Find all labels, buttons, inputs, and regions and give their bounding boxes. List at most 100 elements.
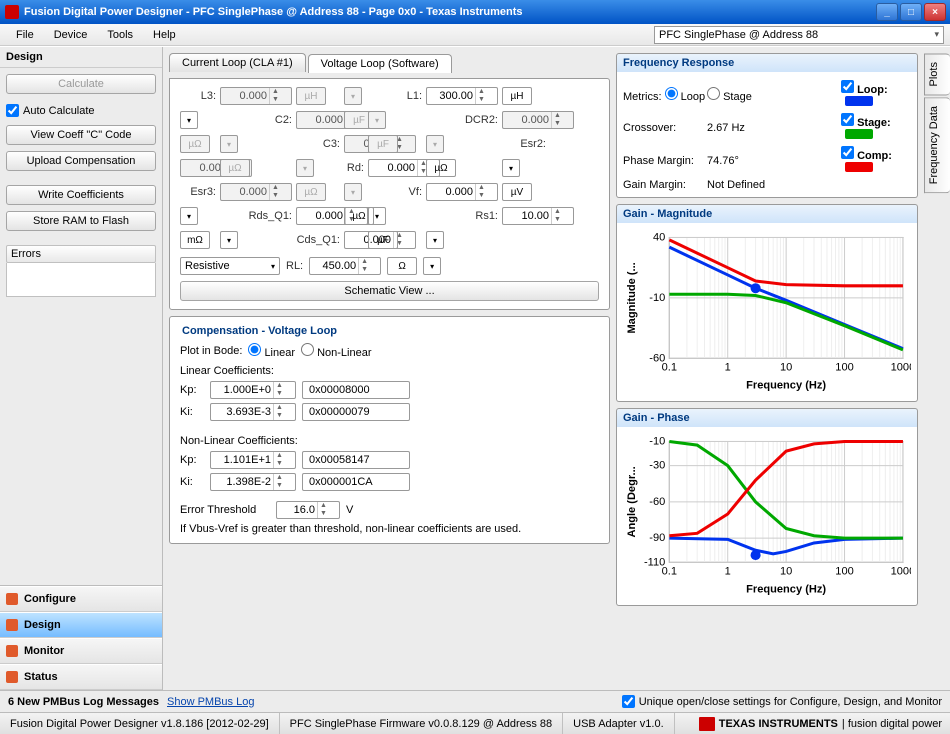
svg-text:-60: -60 [649, 496, 665, 508]
menu-bar: File Device Tools Help PFC SinglePhase @… [0, 24, 950, 46]
maximize-button[interactable]: □ [900, 3, 922, 21]
svg-text:10: 10 [780, 361, 792, 373]
status-bar: Fusion Digital Power Designer v1.8.186 [… [0, 712, 950, 734]
comp-chk[interactable]: Comp: [841, 150, 892, 162]
crossover-value: 2.67 Hz [707, 122, 841, 134]
schematic-view-button[interactable]: Schematic View ... [180, 281, 599, 301]
help-menu[interactable]: Help [143, 27, 186, 43]
write-coefficients-button[interactable]: Write Coefficients [6, 185, 156, 205]
chevron-down-icon: ▾ [934, 29, 939, 40]
nav-monitor[interactable]: Monitor [0, 638, 162, 664]
unit-dropdown[interactable]: ▾ [220, 231, 238, 249]
kp-nonlinear-hex: 0x00058147 [302, 451, 410, 469]
param-value[interactable]: ▲▼ [426, 183, 498, 201]
close-button[interactable]: × [924, 3, 946, 21]
pmbus-msg-count: 6 New PMBus Log Messages [8, 696, 159, 708]
unit-dropdown[interactable]: ▾ [368, 207, 386, 225]
stage-metric-radio[interactable]: Stage [707, 91, 752, 103]
unit-dropdown[interactable]: ▾ [502, 159, 520, 177]
ti-logo: TEXAS INSTRUMENTS | fusion digital power [691, 717, 950, 731]
auto-calculate-label: Auto Calculate [23, 105, 95, 117]
address-combo[interactable]: PFC SinglePhase @ Address 88 ▾ [654, 26, 944, 44]
sidebar: Design Calculate Auto Calculate View Coe… [0, 47, 163, 690]
tab-voltage-loop[interactable]: Voltage Loop (Software) [308, 54, 452, 73]
auto-calculate-row[interactable]: Auto Calculate [6, 104, 156, 117]
nav-configure[interactable]: Configure [0, 586, 162, 612]
rl-input[interactable]: ▲▼ [309, 257, 381, 275]
tab-current-loop[interactable]: Current Loop (CLA #1) [169, 53, 306, 72]
auto-calculate-checkbox[interactable] [6, 104, 19, 117]
upload-compensation-button[interactable]: Upload Compensation [6, 151, 156, 171]
unit-box[interactable]: µΩ [426, 159, 456, 177]
ki-linear-input[interactable]: ▲▼ [210, 403, 296, 421]
nonlinear-radio[interactable]: Non-Linear [301, 343, 371, 359]
plots-vtab[interactable]: Plots [924, 53, 950, 95]
unit-box[interactable]: µF [368, 231, 398, 249]
vertical-tabs: Plots Frequency Data [924, 47, 950, 690]
param-value[interactable]: ▲▼ [426, 87, 498, 105]
rl-label: RL: [286, 260, 303, 272]
stage-chk[interactable]: Stage: [841, 117, 891, 129]
param-value: ▲▼ [220, 183, 292, 201]
load-type-combo[interactable]: Resistive ▾ [180, 257, 280, 275]
linear-radio[interactable]: Linear [248, 343, 295, 359]
address-combo-text: PFC SinglePhase @ Address 88 [659, 29, 818, 41]
svg-text:1: 1 [725, 361, 731, 373]
param-value: ▲▼ [502, 111, 574, 129]
unit-box[interactable]: mΩ [180, 231, 210, 249]
gain-phase-title: Gain - Phase [616, 408, 918, 427]
param-value: ▲▼ [220, 87, 292, 105]
unique-settings-row[interactable]: Unique open/close settings for Configure… [622, 695, 942, 708]
message-bar: 6 New PMBus Log Messages Show PMBus Log … [0, 690, 950, 712]
svg-text:100: 100 [835, 361, 853, 373]
loop-metric-radio[interactable]: Loop [665, 91, 706, 103]
store-ram-button[interactable]: Store RAM to Flash [6, 211, 156, 231]
threshold-note: If Vbus-Vref is greater than threshold, … [180, 523, 599, 535]
svg-text:0.1: 0.1 [662, 361, 677, 373]
unit-dropdown: ▾ [368, 111, 386, 129]
ki-nonlinear-input[interactable]: ▲▼ [210, 473, 296, 491]
kp-linear-input[interactable]: ▲▼ [210, 381, 296, 399]
unit-box[interactable]: µH [502, 87, 532, 105]
minimize-button[interactable]: _ [876, 3, 898, 21]
show-pmbus-log-link[interactable]: Show PMBus Log [167, 696, 254, 708]
unit-dropdown: ▾ [426, 135, 444, 153]
nav-design[interactable]: Design [0, 612, 162, 638]
svg-text:Magnitude (...: Magnitude (... [626, 262, 638, 333]
unique-settings-checkbox[interactable] [622, 695, 635, 708]
rl-unit-dd[interactable]: ▾ [423, 257, 441, 275]
unit-dropdown: ▾ [296, 159, 314, 177]
ki-nonlinear-hex: 0x000001CA [302, 473, 410, 491]
svg-text:Angle (Degr...: Angle (Degr... [626, 466, 638, 537]
unit-dropdown[interactable]: ▾ [180, 207, 198, 225]
gain-mag-title: Gain - Magnitude [616, 204, 918, 223]
gain-phase-chart: -110-90-60-30-100.11101001000Frequency (… [623, 433, 911, 599]
tools-menu[interactable]: Tools [97, 27, 143, 43]
unit-dropdown: ▾ [344, 87, 362, 105]
svg-text:10: 10 [780, 565, 792, 577]
freq-response-title: Frequency Response [616, 53, 918, 72]
nonlinear-header: Non-Linear Coefficients: [180, 435, 599, 447]
kp-nonlinear-input[interactable]: ▲▼ [210, 451, 296, 469]
nav-status[interactable]: Status [0, 664, 162, 690]
freqdata-vtab[interactable]: Frequency Data [924, 97, 950, 193]
right-panel: Frequency Response Metrics: Loop Stage L… [614, 47, 924, 690]
unit-box: µΩ [180, 135, 210, 153]
loop-chk[interactable]: Loop: [841, 84, 888, 96]
gm-value: Not Defined [707, 179, 841, 191]
file-menu[interactable]: File [6, 27, 44, 43]
svg-text:1: 1 [725, 565, 731, 577]
svg-text:-10: -10 [649, 436, 665, 448]
error-threshold-label: Error Threshold [180, 504, 270, 516]
compensation-panel: Compensation - Voltage Loop Plot in Bode… [169, 316, 610, 544]
param-value[interactable]: ▲▼ [502, 207, 574, 225]
unit-dropdown[interactable]: ▾ [426, 231, 444, 249]
unit-box[interactable]: µV [502, 183, 532, 201]
unit-dropdown[interactable]: ▾ [180, 111, 198, 129]
rl-unit[interactable]: Ω [387, 257, 417, 275]
calculate-button[interactable]: Calculate [6, 74, 156, 94]
error-threshold-input[interactable]: ▲▼ [276, 501, 340, 519]
view-coeff-code-button[interactable]: View Coeff "C" Code [6, 125, 156, 145]
unit-box: µH [296, 87, 326, 105]
device-menu[interactable]: Device [44, 27, 98, 43]
